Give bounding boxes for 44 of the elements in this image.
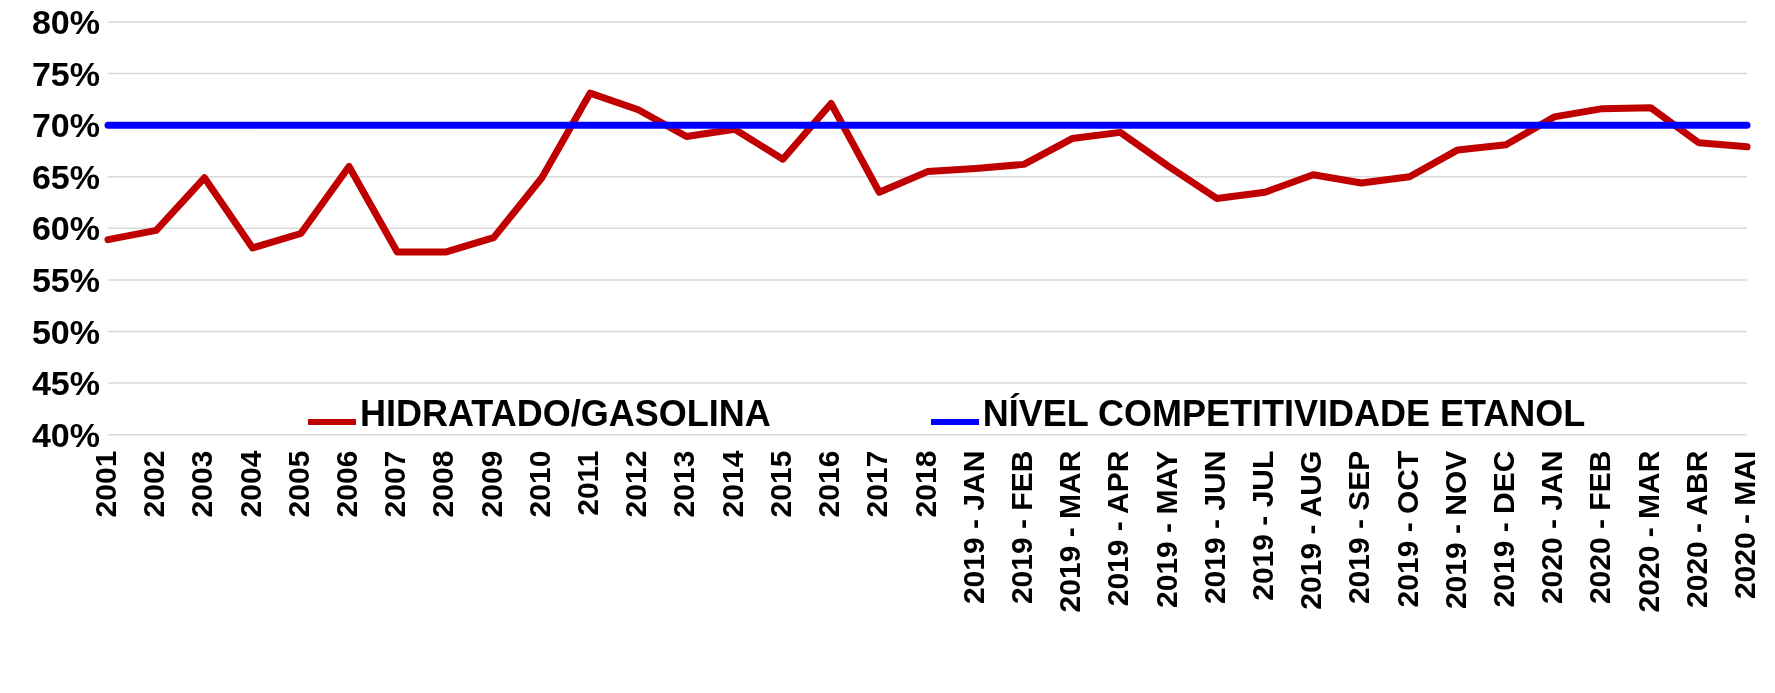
x-tick-label: 2011 <box>571 450 605 516</box>
x-tick-label: 2020 - MAI <box>1728 450 1761 600</box>
x-tick-label: 2019 - SEP <box>1342 450 1376 605</box>
x-tick-label: 2002 <box>137 450 171 518</box>
x-tick-label: 2005 <box>281 450 315 518</box>
x-tick-label: 2008 <box>426 450 460 518</box>
x-tick-label: 2020 - ABR <box>1679 450 1713 608</box>
legend-label: NÍVEL COMPETITIVIDADE ETANOL <box>982 393 1586 434</box>
x-tick-label: 2007 <box>378 450 412 518</box>
y-tick-label: 75% <box>31 54 100 93</box>
x-tick-label: 2013 <box>667 450 701 518</box>
x-tick-label: 2018 <box>908 450 942 518</box>
x-tick-label: 2003 <box>185 450 219 518</box>
y-tick-label: 70% <box>31 106 100 145</box>
x-tick-label: 2019 - AUG <box>1294 450 1328 610</box>
x-tick-label: 2019 - DEC <box>1486 450 1520 608</box>
legend-label: HIDRATADO/GASOLINA <box>360 393 771 434</box>
x-tick-label: 2019 - APR <box>1101 450 1135 607</box>
x-tick-label: 2010 <box>522 450 556 518</box>
x-tick-label: 2020 - MAR <box>1631 450 1665 613</box>
x-tick-label: 2020 - JAN <box>1535 450 1569 605</box>
x-tick-label: 2014 <box>715 450 749 518</box>
x-tick-label: 2019 - OCT <box>1390 450 1424 608</box>
x-tick-label: 2016 <box>812 450 846 518</box>
x-tick-label: 2019 - FEB <box>1004 450 1038 605</box>
x-tick-label: 2019 - MAR <box>1053 450 1087 613</box>
y-tick-label: 50% <box>31 312 100 351</box>
x-tick-label: 2004 <box>233 450 267 518</box>
x-tick-label: 2019 - JUN <box>1197 450 1231 605</box>
x-tick-label: 2019 - NOV <box>1438 450 1472 610</box>
x-tick-label: 2020 - FEB <box>1583 450 1617 605</box>
x-tick-label: 2019 - JUL <box>1245 450 1279 601</box>
y-tick-label: 55% <box>31 260 100 299</box>
x-tick-label: 2006 <box>330 450 364 518</box>
x-tick-label: 2019 - JAN <box>956 450 990 605</box>
x-tick-label: 2015 <box>763 450 797 518</box>
x-tick-label: 2019 - MAY <box>1149 450 1183 608</box>
y-tick-label: 45% <box>31 364 100 403</box>
y-tick-label: 80% <box>31 3 100 42</box>
y-tick-label: 65% <box>31 157 100 196</box>
y-tick-label: 60% <box>31 209 100 248</box>
x-tick-label: 2017 <box>860 450 894 518</box>
x-tick-label: 2012 <box>619 450 653 518</box>
x-tick-label: 2009 <box>474 450 508 518</box>
